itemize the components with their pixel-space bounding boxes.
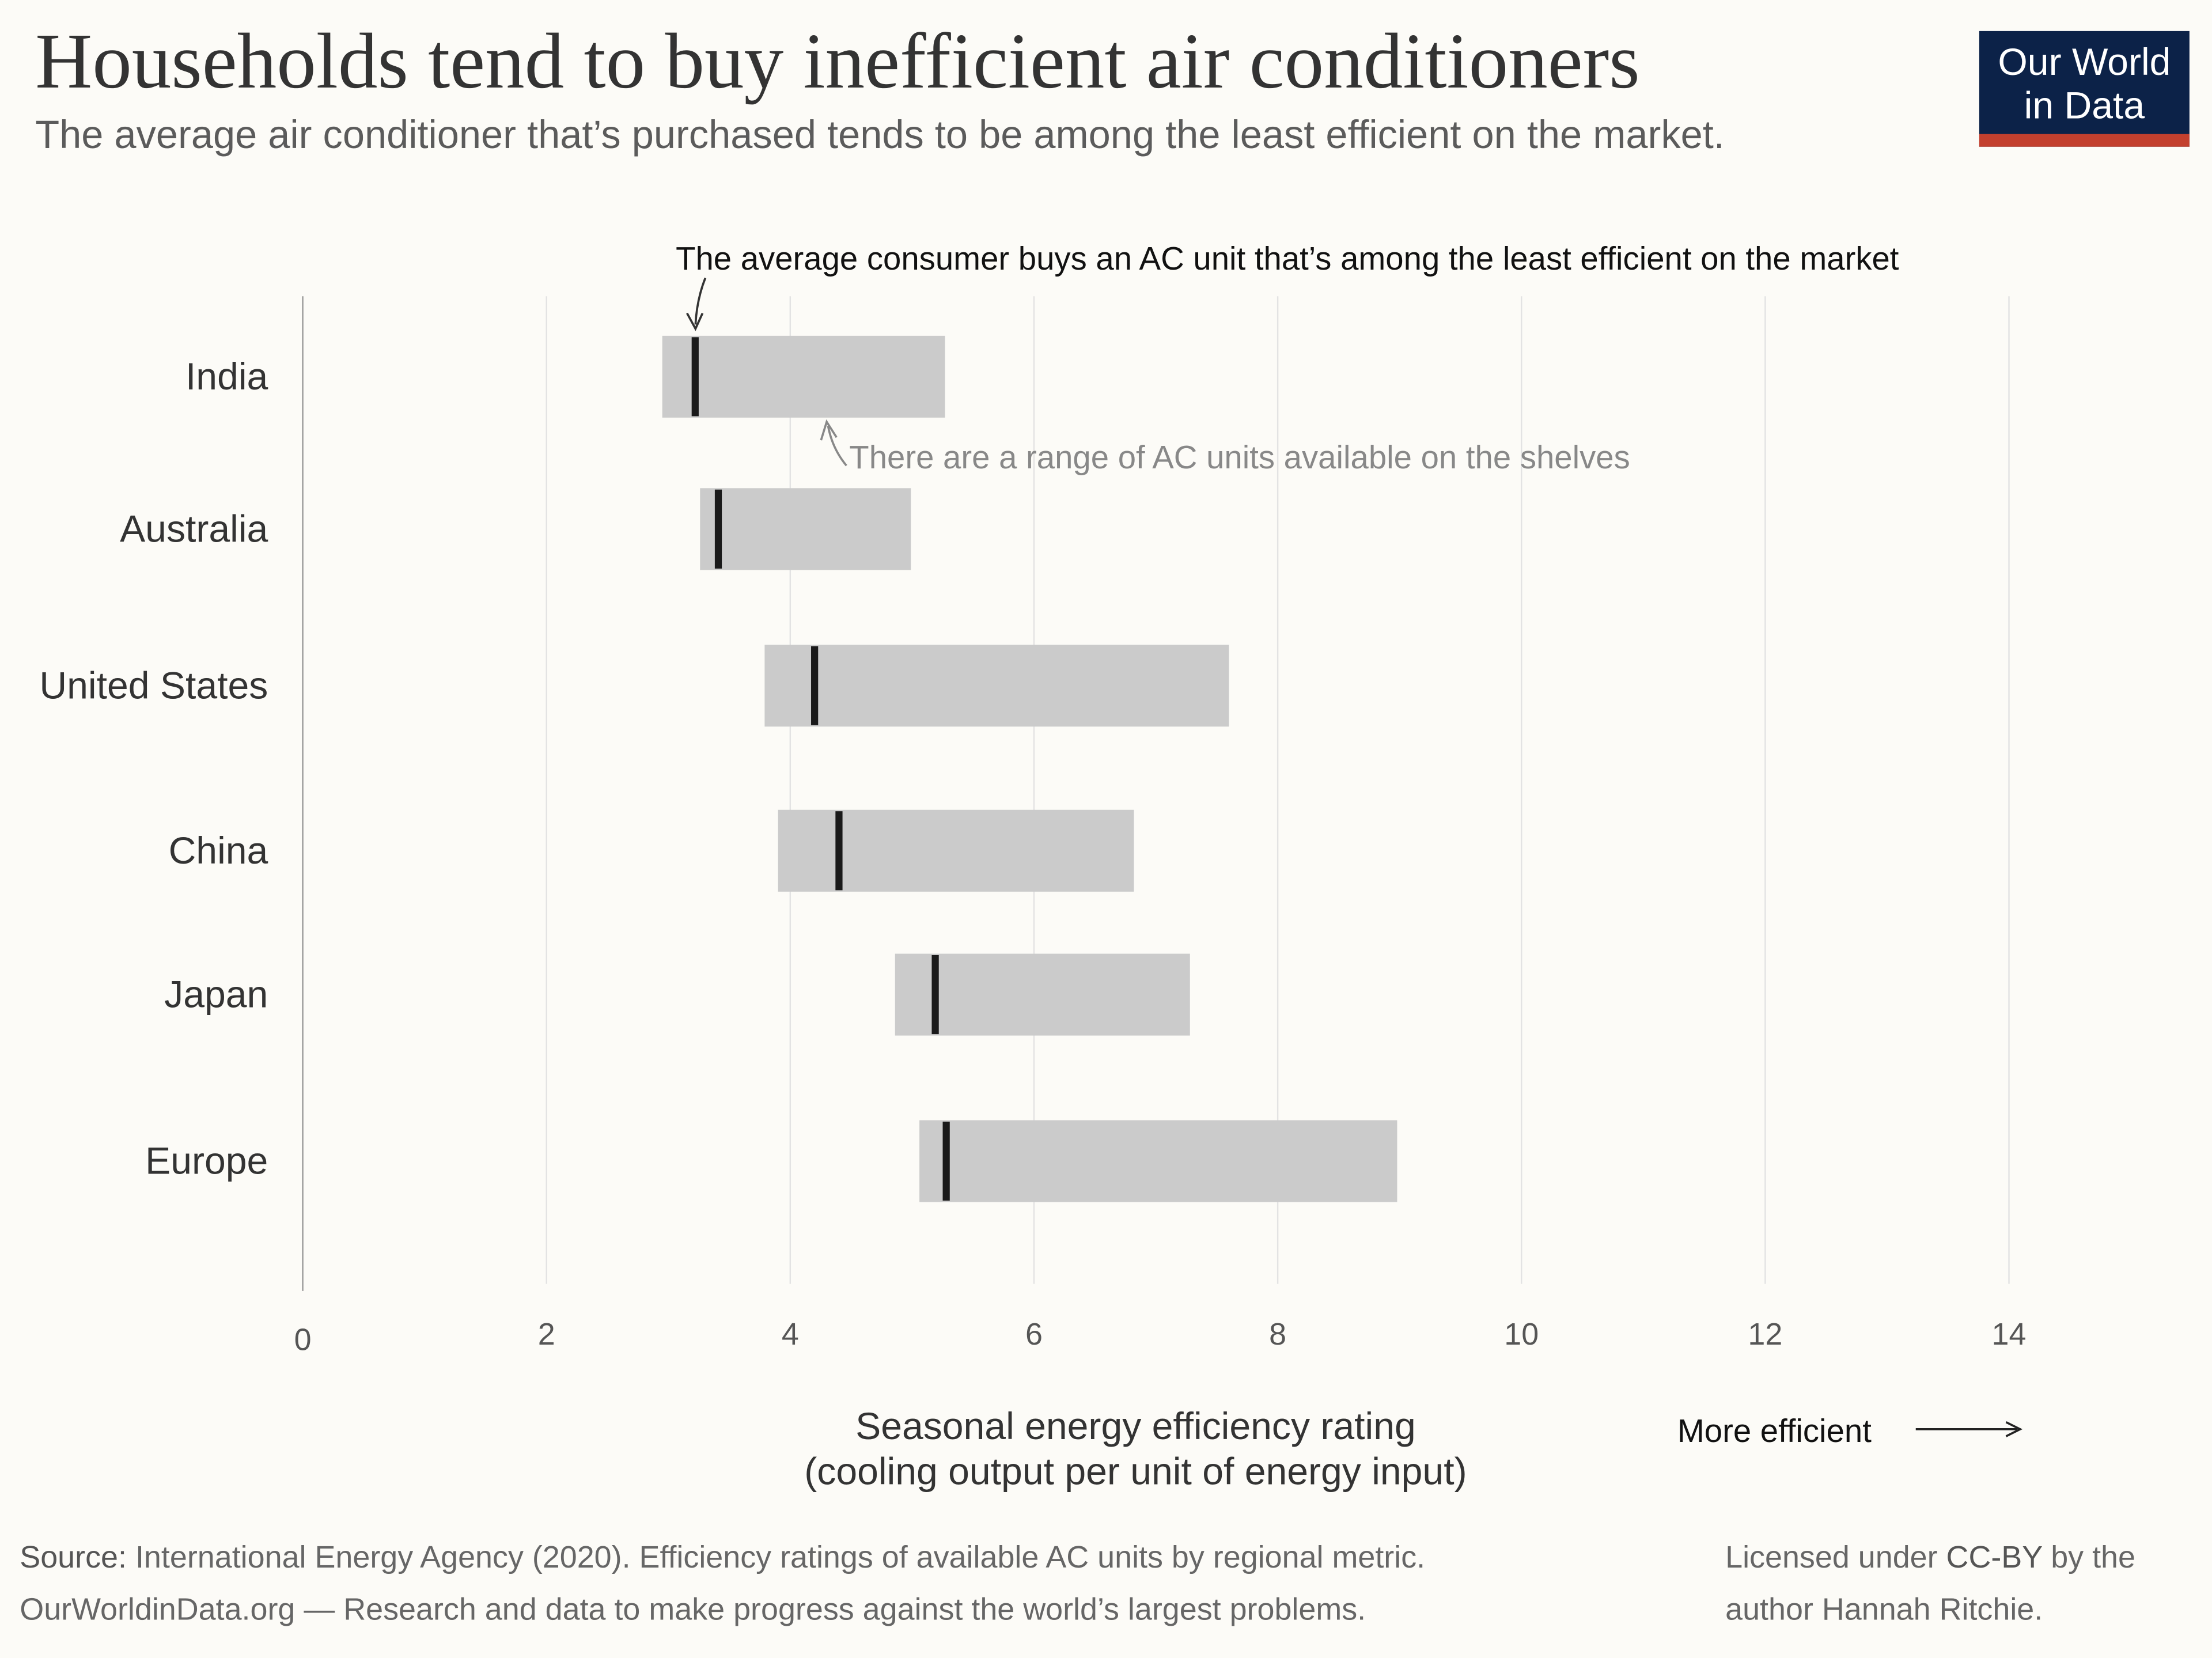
average-arrowhead [686,312,704,331]
average-marker [714,489,722,569]
category-label: China [169,830,268,872]
x-tick-label: 12 [1748,1317,1782,1352]
license-author: author Hannah Ritchie. [1725,1591,2043,1627]
x-tick-label: 6 [1025,1317,1043,1352]
footer-source: Source: International Energy Agency (202… [20,1531,1425,1635]
range-bar [919,1120,1397,1202]
license-suffix: by the [2042,1539,2135,1575]
average-marker [691,337,699,417]
logo-stripe [1979,134,2190,147]
category-label: India [185,355,268,398]
chart-subtitle: The average air conditioner that’s purch… [35,112,1725,157]
license-link[interactable]: CC-BY [1946,1539,2043,1575]
range-arrowhead [820,419,838,441]
category-label: Australia [120,508,268,550]
x-tick-label: 0 [294,1323,312,1357]
owid-logo[interactable]: Our World in Data [1979,31,2190,147]
average-marker [931,955,939,1035]
average-annotation: The average consumer buys an AC unit tha… [676,240,1899,277]
source-label: Source: [20,1539,127,1575]
average-annotation-arrow [694,277,707,325]
source-text: International Energy Agency (2020). Effi… [126,1539,1426,1575]
license-prefix: Licensed under [1725,1539,1946,1575]
average-marker [811,646,819,725]
average-marker [942,1121,950,1201]
average-marker [835,811,843,891]
direction-arrowhead [2005,1421,2023,1437]
x-axis-label-line-2: (cooling output per unit of energy input… [804,1450,1467,1493]
x-tick-label: 10 [1504,1317,1539,1352]
category-label: United States [39,664,268,707]
range-annotation-arrow [827,426,847,467]
direction-label: More efficient [1677,1413,1872,1449]
range-bar [764,645,1229,727]
range-bar [778,809,1134,892]
owid-tagline[interactable]: OurWorldinData.org — Research and data t… [20,1591,1366,1627]
category-label: Japan [164,974,268,1016]
range-bar [895,953,1190,1036]
range-bar [662,335,945,418]
x-tick-label: 14 [1992,1317,2027,1352]
logo-line-1: Our World [1998,41,2171,84]
x-tick-label: 8 [1269,1317,1286,1352]
logo-line-2: in Data [2024,84,2145,127]
range-annotation: There are a range of AC units available … [849,439,1630,475]
x-tick-label: 2 [538,1317,555,1352]
x-tick-label: 4 [782,1317,799,1352]
category-label: Europe [145,1140,268,1183]
range-bar [700,488,911,570]
chart-title: Households tend to buy inefficient air c… [35,18,1640,106]
x-axis-label-line-1: Seasonal energy efficiency rating [855,1405,1416,1448]
footer-license: Licensed under CC-BY by the author Hanna… [1725,1531,2135,1635]
